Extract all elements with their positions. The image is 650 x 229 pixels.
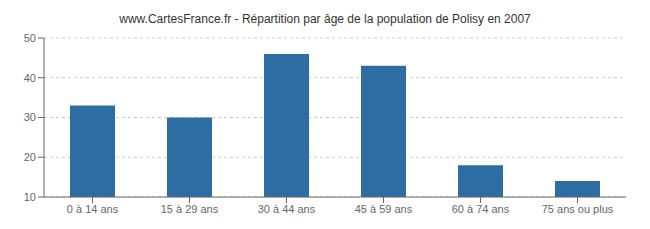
svg-text:10: 10 <box>24 191 36 203</box>
svg-text:0 à 14 ans: 0 à 14 ans <box>67 203 119 215</box>
svg-text:30 à 44 ans: 30 à 44 ans <box>258 203 316 215</box>
svg-text:20: 20 <box>24 151 36 163</box>
svg-text:60 à 74 ans: 60 à 74 ans <box>452 203 510 215</box>
html-text:www.CartesFrance.fr - Répartit: www.CartesFrance.fr - Répartition par âg… <box>119 12 531 26</box>
svg-text:75 ans ou plus: 75 ans ou plus <box>542 203 614 215</box>
svg-text:40: 40 <box>24 72 36 84</box>
svg-text:50: 50 <box>24 32 36 44</box>
svg-text:45 à 59 ans: 45 à 59 ans <box>355 203 413 215</box>
svg-text:30: 30 <box>24 111 36 123</box>
svg-text:15 à 29 ans: 15 à 29 ans <box>161 203 219 215</box>
